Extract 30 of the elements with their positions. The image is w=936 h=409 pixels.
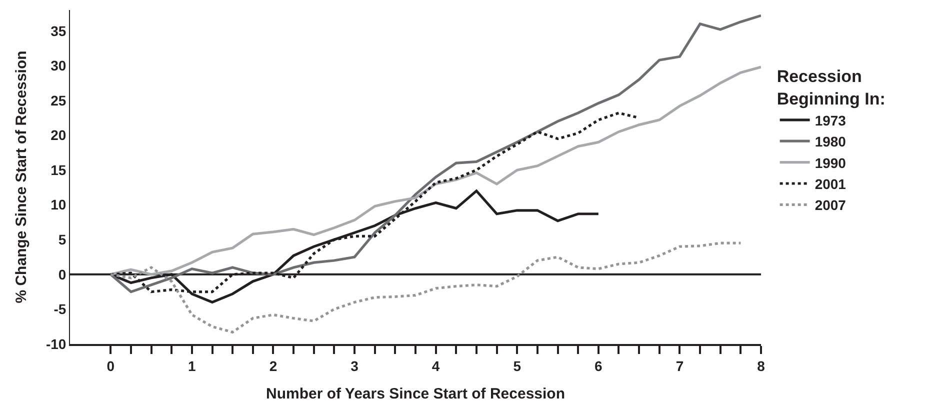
x-axis-title: Number of Years Since Start of Recession xyxy=(266,385,565,402)
y-tick-label: 20 xyxy=(50,127,66,144)
y-tick-label: -5 xyxy=(54,301,66,318)
y-tick-label: 5 xyxy=(58,232,66,248)
x-tick-label: 3 xyxy=(350,358,359,374)
line-series xyxy=(109,242,742,334)
y-tick-label: 35 xyxy=(50,22,66,39)
legend-label: 1990 xyxy=(814,154,846,171)
x-tick-label: 8 xyxy=(757,358,766,374)
legend-label: 2007 xyxy=(814,197,846,214)
y-tick-label: 0 xyxy=(58,266,66,282)
x-tick-label: 2 xyxy=(269,358,278,374)
y-tick-label: 30 xyxy=(50,58,66,74)
x-tick-label: 5 xyxy=(513,358,522,374)
legend-label: 2001 xyxy=(814,176,846,192)
y-axis-title: % Change Since Start of Recession xyxy=(13,50,30,304)
legend-title: Recession Beginning In: xyxy=(776,67,886,108)
y-tick-label: 25 xyxy=(50,92,66,108)
x-tick-label: 6 xyxy=(594,358,603,374)
y-tick-label: -10 xyxy=(46,336,66,352)
line-series xyxy=(109,66,761,276)
legend-label: 1980 xyxy=(814,134,846,150)
line-series xyxy=(109,14,761,294)
x-tick-label: 1 xyxy=(188,358,196,374)
x-tick-label: 4 xyxy=(432,358,440,374)
y-tick-label: 10 xyxy=(50,196,66,213)
x-tick-label: 7 xyxy=(676,358,684,374)
legend-label: 1973 xyxy=(814,112,846,128)
x-tick-label: 0 xyxy=(106,358,115,374)
y-tick-label: 15 xyxy=(50,162,66,178)
